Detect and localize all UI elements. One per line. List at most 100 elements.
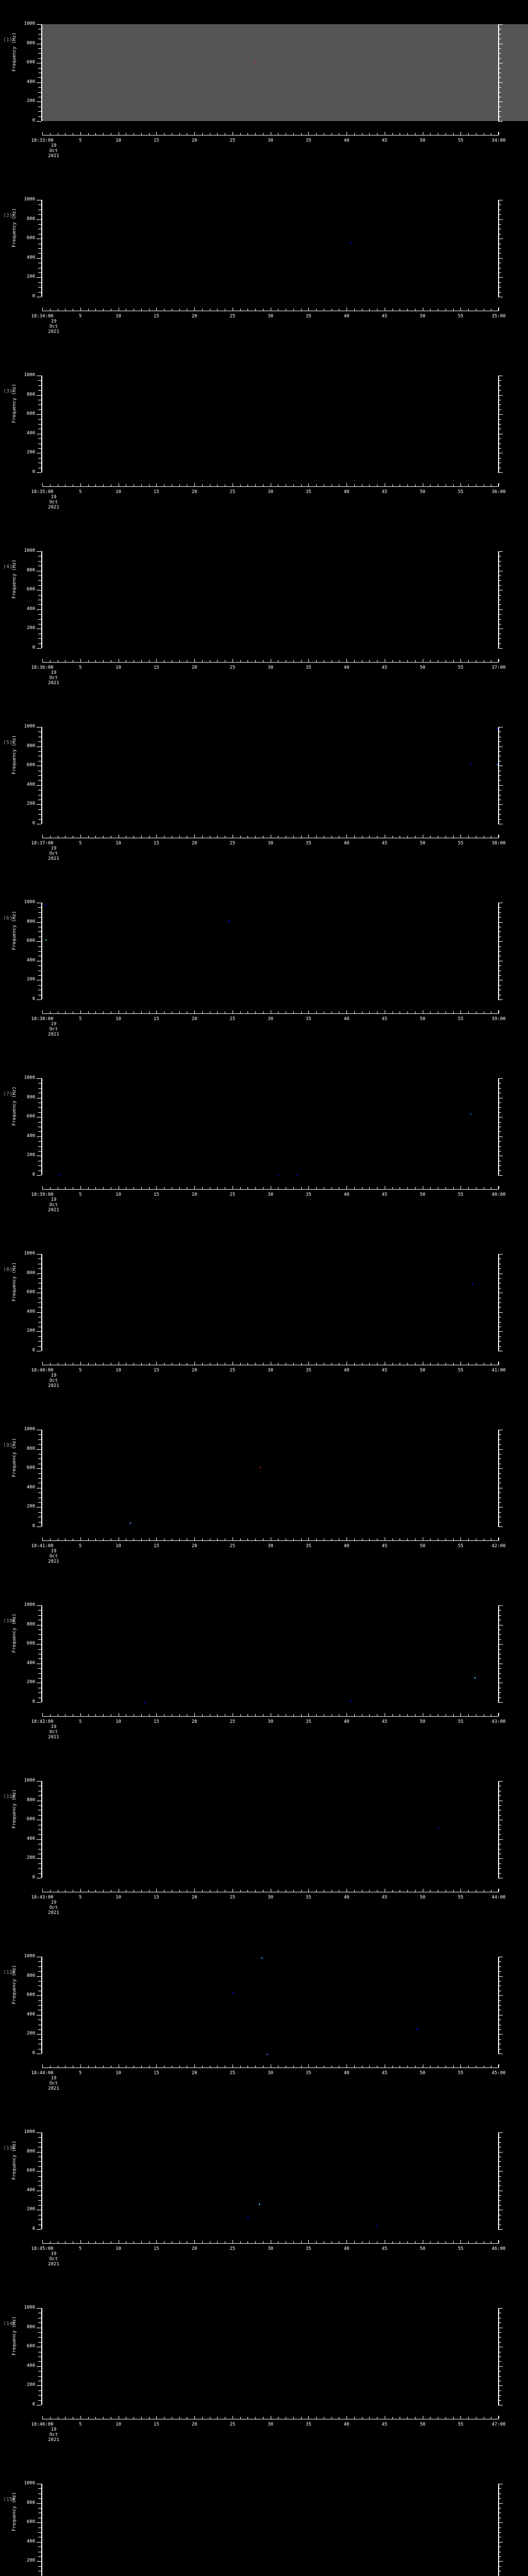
x-axis-date-line: 2021 <box>48 1208 59 1213</box>
y-axis-tick <box>37 414 41 415</box>
y-axis-tick-right <box>498 2137 501 2138</box>
x-axis-tick <box>468 133 469 135</box>
x-axis-tick <box>392 1363 393 1365</box>
y-axis-tick <box>38 2219 41 2221</box>
x-axis-tick <box>194 1889 195 1892</box>
x-axis-tick <box>217 2241 218 2243</box>
y-axis-tick <box>38 643 41 644</box>
x-axis-tick <box>415 1363 416 1365</box>
x-axis-tick <box>301 2065 302 2067</box>
x-axis-tick <box>42 2240 43 2243</box>
panel-number-label: (14) <box>3 2321 16 2327</box>
x-axis-tick <box>42 2416 43 2419</box>
x-axis-date-line: 2021 <box>48 2437 59 2443</box>
y-axis-tick-right <box>498 614 501 615</box>
y-axis-tick <box>38 1341 41 1342</box>
y-axis-tick <box>38 282 41 283</box>
x-axis-tick <box>407 2241 408 2243</box>
y-axis-tick <box>38 1610 41 1611</box>
y-axis-tick <box>38 1302 41 1303</box>
y-axis-tick-right <box>498 2566 501 2567</box>
x-axis-date-line: Oct <box>49 1905 58 1910</box>
y-axis-tick <box>37 1995 41 1996</box>
y-axis-tick <box>38 2161 41 2162</box>
x-axis-tick <box>468 1187 469 1189</box>
x-axis-tick-label: 15 <box>153 1368 159 1373</box>
y-axis-tick <box>38 1512 41 1513</box>
x-axis-tick-label: 45 <box>382 1368 388 1373</box>
x-axis-date-line: 19 <box>51 1197 57 1202</box>
y-axis-tick-right <box>498 2400 501 2401</box>
y-axis-tick-right <box>498 2142 501 2143</box>
y-axis-tick <box>37 1331 41 1332</box>
y-axis-tick-right <box>498 224 501 225</box>
spectrogram-panel: (1) 0 200 400 600 800 1000 Frequency (Hz) 18:33:… <box>0 0 528 176</box>
x-axis-tick-label: 45 <box>382 1192 388 1197</box>
x-axis-tick <box>369 1538 370 1540</box>
x-axis-tick <box>415 309 416 311</box>
y-axis-tick-right <box>498 67 501 69</box>
y-axis-tick-label: 600 <box>26 762 35 768</box>
x-axis-tick-label: 5 <box>79 2246 82 2251</box>
x-axis-tick <box>179 1187 180 1189</box>
y-axis-tick <box>38 1805 41 1806</box>
x-axis-tick <box>430 1187 431 1189</box>
x-axis-tick <box>103 1890 104 1892</box>
y-axis-tick <box>38 2166 41 2167</box>
x-axis-tick <box>316 1011 317 1013</box>
y-axis-tick <box>38 87 41 88</box>
y-axis-tick-label: 400 <box>26 2538 35 2544</box>
x-axis-tick <box>369 2241 370 2243</box>
y-axis-tick-right <box>498 809 501 810</box>
signal-feature <box>261 1957 262 1959</box>
x-axis-tick-label: 45 <box>382 138 388 143</box>
x-axis-tick-label: 15 <box>153 1544 159 1549</box>
x-axis-tick <box>460 1362 461 1365</box>
x-axis-date-line: 2021 <box>48 2086 59 2091</box>
y-axis-tick-right <box>498 1849 501 1850</box>
x-axis-tick <box>316 836 317 838</box>
x-axis-tick <box>95 1890 96 1892</box>
y-axis-tick-right <box>498 58 501 59</box>
x-axis-tick <box>255 1187 256 1189</box>
x-axis-tick <box>354 484 355 486</box>
x-axis-tick <box>316 660 317 662</box>
x-axis-tick <box>179 1011 180 1013</box>
plot-area <box>42 376 499 472</box>
signal-feature <box>474 1677 475 1679</box>
y-axis-tick-right <box>498 580 501 581</box>
x-axis-tick-label: 35 <box>305 665 311 670</box>
y-axis-tick <box>38 2185 41 2187</box>
x-axis-tick <box>407 484 408 486</box>
y-axis-tick <box>38 638 41 639</box>
x-axis-tick <box>141 1890 142 1892</box>
y-axis-title: Frequency (Hz) <box>12 384 17 423</box>
y-axis-tick-label: 0 <box>32 2402 35 2407</box>
x-axis-tick <box>88 2241 89 2243</box>
y-axis-tick-right <box>498 912 501 913</box>
y-axis-left-spine <box>41 727 42 824</box>
x-axis-tick <box>392 2241 393 2243</box>
y-axis-tick-label: 200 <box>26 274 35 280</box>
y-axis-tick-right <box>498 999 503 1000</box>
y-axis-tick-right <box>498 101 503 103</box>
x-axis-tick <box>95 1714 96 1716</box>
x-axis-tick <box>103 1538 104 1540</box>
y-axis-tick <box>37 219 41 220</box>
y-axis-tick <box>38 2332 41 2333</box>
x-axis-tick <box>369 1011 370 1013</box>
y-axis-tick-right <box>498 2366 503 2367</box>
x-axis-tick <box>460 2064 461 2067</box>
x-axis-date-line: 2021 <box>48 505 59 510</box>
x-axis-tick <box>460 483 461 486</box>
x-axis-tick <box>468 484 469 486</box>
x-axis-tick <box>430 2417 431 2419</box>
x-axis-tick <box>148 1187 150 1189</box>
x-axis-tick <box>148 1714 150 1716</box>
y-axis-tick-label: 800 <box>26 1973 35 1978</box>
x-axis-tick-label: 18:46:00 <box>31 2422 54 2427</box>
y-axis-title: Frequency (Hz) <box>12 1438 17 1477</box>
x-axis-tick <box>103 836 104 838</box>
x-axis-tick-label: 45:00 <box>491 2071 506 2076</box>
x-axis-tick <box>301 1538 302 1540</box>
